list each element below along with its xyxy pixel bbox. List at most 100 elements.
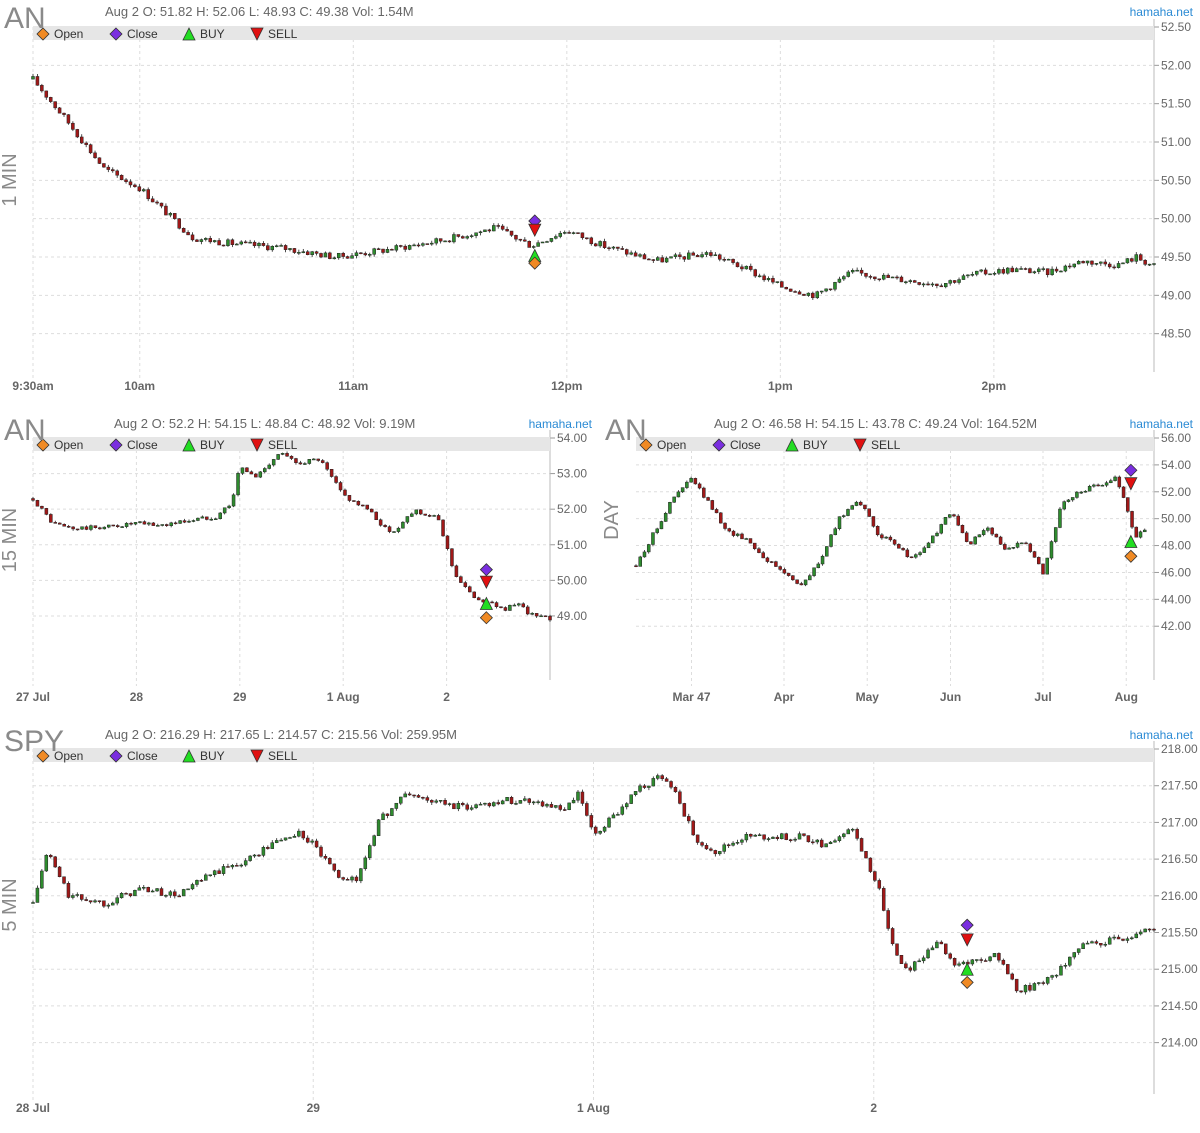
candle xyxy=(1075,491,1079,498)
candle xyxy=(567,232,571,234)
candle xyxy=(35,887,40,903)
candle xyxy=(31,498,35,501)
candle xyxy=(523,798,527,801)
candle xyxy=(230,865,235,868)
candle xyxy=(279,245,283,247)
candle xyxy=(190,234,195,241)
candle xyxy=(682,256,687,260)
y-tick-label: 42.00 xyxy=(1161,619,1191,633)
candle xyxy=(786,572,791,576)
candle xyxy=(338,482,343,491)
candle xyxy=(740,533,744,540)
candle xyxy=(1134,933,1139,939)
candle xyxy=(150,198,155,203)
candle xyxy=(445,535,450,549)
legend-sell-icon xyxy=(250,749,264,763)
candle xyxy=(899,276,904,283)
candle xyxy=(119,893,124,899)
candle xyxy=(633,252,638,257)
brand-link[interactable]: hamaha.net xyxy=(1130,5,1194,19)
candle xyxy=(534,613,539,617)
candle xyxy=(1092,484,1096,487)
candle xyxy=(567,802,571,810)
candle xyxy=(1024,542,1028,545)
candle xyxy=(1103,261,1108,265)
x-tick-label: Aug xyxy=(1115,690,1138,704)
candle xyxy=(1006,267,1010,274)
candle xyxy=(79,894,84,900)
symbol-label: SPY xyxy=(4,725,64,758)
brand-link[interactable]: hamaha.net xyxy=(1130,417,1194,431)
candle xyxy=(918,552,922,555)
candle xyxy=(1087,485,1092,492)
candle xyxy=(655,775,660,779)
candle xyxy=(850,828,855,831)
candle xyxy=(672,496,676,503)
candle xyxy=(336,252,341,259)
brand-link[interactable]: hamaha.net xyxy=(1130,728,1194,742)
candle xyxy=(71,895,75,898)
candle xyxy=(695,255,700,258)
candle xyxy=(1104,482,1109,486)
candle xyxy=(305,837,310,843)
candle xyxy=(40,85,44,92)
candle xyxy=(983,960,988,962)
candle xyxy=(909,556,914,559)
candle xyxy=(700,842,704,846)
candle xyxy=(975,270,979,275)
y-tick-label: 51.00 xyxy=(1161,135,1191,149)
candle xyxy=(961,961,966,965)
x-tick-label: 28 Jul xyxy=(16,1101,50,1115)
legend-sell: SELL xyxy=(250,438,298,452)
candle xyxy=(240,467,245,474)
candle xyxy=(775,281,780,283)
candle xyxy=(589,237,594,245)
candle xyxy=(904,281,908,284)
x-tick-label: 1pm xyxy=(768,379,793,393)
candle xyxy=(454,565,459,577)
legend-open-icon xyxy=(36,27,50,41)
candle xyxy=(718,254,722,260)
info-line: Aug 2 O: 52.2 H: 54.15 L: 48.84 C: 48.92… xyxy=(114,416,415,431)
y-tick-label: 51.50 xyxy=(1161,97,1191,111)
candle xyxy=(704,252,709,255)
candle xyxy=(780,833,784,839)
candle xyxy=(518,800,523,804)
candle xyxy=(1109,480,1113,483)
marker-open xyxy=(1124,549,1138,563)
y-tick-label: 53.00 xyxy=(557,467,587,481)
candle xyxy=(1072,263,1076,268)
candles xyxy=(31,773,1156,995)
candle xyxy=(977,534,982,538)
candle xyxy=(846,509,850,516)
brand-link[interactable]: hamaha.net xyxy=(529,417,593,431)
candle xyxy=(369,508,374,513)
candle xyxy=(1076,948,1081,953)
legend-sell-icon xyxy=(250,27,264,41)
candle xyxy=(1059,270,1063,273)
candle xyxy=(297,830,301,837)
marker-buy xyxy=(1124,534,1138,548)
candle xyxy=(678,791,682,804)
legend-open-icon xyxy=(36,438,50,452)
legend-sell: SELL xyxy=(250,749,298,763)
candle xyxy=(697,483,702,489)
candle xyxy=(111,169,115,172)
timeframe-label: DAY xyxy=(601,500,623,540)
candle xyxy=(735,262,740,268)
candle xyxy=(695,834,700,843)
candle xyxy=(405,516,410,523)
candle xyxy=(1014,268,1019,273)
candle xyxy=(939,524,943,534)
candle xyxy=(799,583,804,586)
symbol-label: AN xyxy=(4,2,46,35)
candle xyxy=(931,535,935,544)
x-tick-label: 28 xyxy=(130,690,144,704)
candle xyxy=(434,800,438,803)
candle xyxy=(266,245,270,251)
candle xyxy=(576,791,580,801)
candle xyxy=(687,252,691,260)
candle xyxy=(328,858,332,865)
candle xyxy=(1143,928,1147,933)
